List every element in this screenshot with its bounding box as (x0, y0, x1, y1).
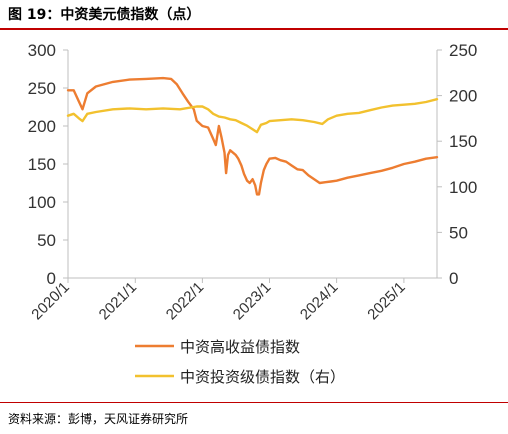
legend-label: 中资高收益债指数 (180, 338, 300, 356)
x-tick-label: 2023/1 (230, 279, 274, 323)
y-left-tick-label: 300 (28, 41, 56, 60)
x-tick-label: 2024/1 (297, 279, 341, 323)
x-tick-label: 2025/1 (364, 279, 408, 323)
legend-label: 中资投资级债指数（右） (180, 368, 345, 386)
x-tick-label: 2022/1 (163, 279, 207, 323)
x-tick-label: 2021/1 (96, 279, 140, 323)
y-right-tick-label: 50 (449, 223, 468, 242)
title-divider (0, 28, 508, 30)
y-right-tick-label: 100 (449, 178, 477, 197)
y-left-tick-label: 50 (37, 231, 56, 250)
figure-title: 图 19：中资美元债指数（点） (8, 7, 201, 23)
source-note: 资料来源：彭博，天风证券研究所 (8, 412, 189, 426)
y-right-tick-label: 250 (449, 41, 477, 60)
series-line-high-yield (66, 76, 439, 196)
footer-divider (0, 402, 508, 403)
series-line-investment-grade (66, 97, 439, 134)
y-left-tick-label: 200 (28, 117, 56, 136)
y-left-tick-label: 0 (47, 269, 56, 288)
y-right-tick-label: 150 (449, 132, 477, 151)
y-right-tick-label: 0 (449, 269, 458, 288)
y-left-tick-label: 100 (28, 193, 56, 212)
y-left-tick-label: 150 (28, 155, 56, 174)
y-right-tick-label: 200 (449, 87, 477, 106)
y-left-tick-label: 250 (28, 79, 56, 98)
